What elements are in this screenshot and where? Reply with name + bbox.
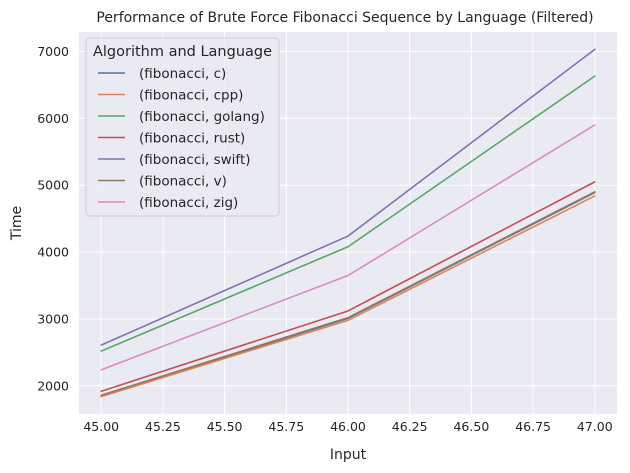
y-tick-label: 3000 xyxy=(37,312,69,327)
y-tick-label: 4000 xyxy=(37,245,69,260)
x-tick-label: 46.25 xyxy=(392,419,428,434)
x-tick-label: 45.75 xyxy=(268,419,304,434)
x-tick-label: 46.00 xyxy=(330,419,366,434)
legend-label: (fibonacci, golang) xyxy=(139,109,265,125)
legend-label: (fibonacci, rust) xyxy=(139,131,245,147)
y-tick-label: 7000 xyxy=(37,44,69,59)
legend-label: (fibonacci, cpp) xyxy=(139,88,243,104)
legend-label: (fibonacci, v) xyxy=(139,174,227,190)
x-tick-label: 45.25 xyxy=(145,419,181,434)
y-tick-label: 5000 xyxy=(37,178,69,193)
series-line xyxy=(100,181,596,393)
legend-title: Algorithm and Language xyxy=(93,44,272,60)
series-line xyxy=(100,48,596,346)
legend-label: (fibonacci, c) xyxy=(139,66,226,82)
y-tick-label: 2000 xyxy=(37,378,69,393)
series-line xyxy=(100,191,596,397)
series-line xyxy=(100,124,596,371)
legend-label: (fibonacci, swift) xyxy=(139,152,251,168)
legend-label: (fibonacci, zig) xyxy=(139,195,238,211)
series-line xyxy=(100,75,596,352)
x-tick-label: 47.00 xyxy=(577,419,613,434)
series-lines xyxy=(100,48,596,398)
y-tick-label: 6000 xyxy=(37,111,69,126)
y-axis-ticks: 2000 3000 4000 5000 6000 7000 xyxy=(37,44,69,394)
legend: Algorithm and Language (fibonacci, c)(fi… xyxy=(85,37,280,217)
legend-items: (fibonacci, c) (fibonacci, cpp) (fibonacci… xyxy=(98,66,265,211)
series-line xyxy=(100,195,596,398)
x-tick-label: 45.50 xyxy=(207,419,243,434)
y-axis-label: Time xyxy=(9,206,25,241)
x-axis-ticks: 45.00 45.25 45.50 45.75 46.00 46.25 46.50 46.75… xyxy=(83,419,612,434)
x-tick-label: 46.75 xyxy=(515,419,551,434)
x-tick-label: 46.50 xyxy=(453,419,489,434)
chart-title: Performance of Brute Force Fibonacci Seq… xyxy=(96,10,593,26)
x-axis-label: Input xyxy=(330,447,367,463)
x-tick-label: 45.00 xyxy=(83,419,119,434)
legend-box xyxy=(85,37,280,217)
